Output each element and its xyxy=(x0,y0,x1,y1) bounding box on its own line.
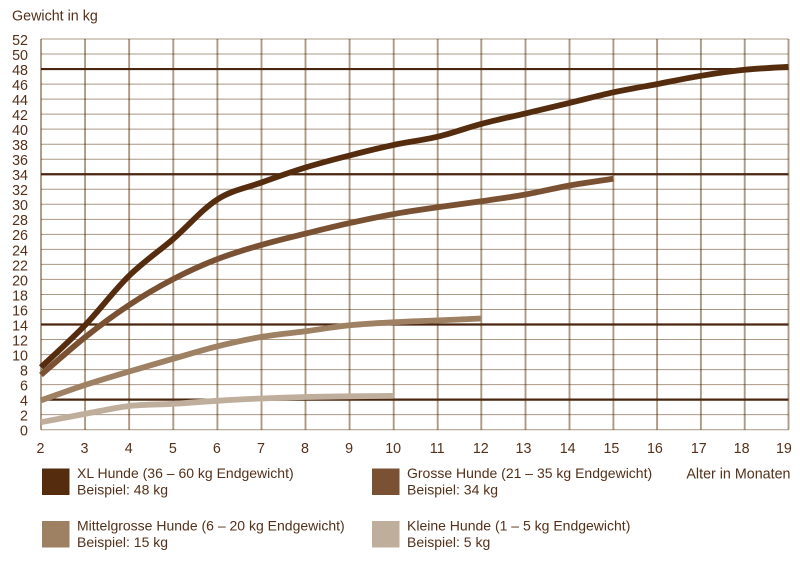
svg-text:Alter in Monaten: Alter in Monaten xyxy=(686,467,790,483)
svg-text:28: 28 xyxy=(12,213,28,229)
svg-text:10: 10 xyxy=(12,349,28,365)
svg-text:14: 14 xyxy=(12,318,28,334)
svg-text:Beispiel: 15 kg: Beispiel: 15 kg xyxy=(77,534,168,550)
svg-text:7: 7 xyxy=(257,441,265,457)
svg-text:0: 0 xyxy=(20,424,28,440)
svg-text:Beispiel: 48 kg: Beispiel: 48 kg xyxy=(77,481,168,497)
svg-text:Beispiel: 5 kg: Beispiel: 5 kg xyxy=(407,534,490,550)
svg-text:38: 38 xyxy=(12,138,28,154)
svg-text:50: 50 xyxy=(12,48,28,64)
svg-text:4: 4 xyxy=(20,394,28,410)
svg-text:13: 13 xyxy=(516,441,532,457)
svg-text:11: 11 xyxy=(430,441,445,457)
svg-text:36: 36 xyxy=(12,153,28,169)
svg-text:46: 46 xyxy=(12,78,28,94)
svg-text:8: 8 xyxy=(20,364,28,380)
svg-text:32: 32 xyxy=(12,183,28,199)
svg-text:6: 6 xyxy=(213,441,221,457)
svg-text:12: 12 xyxy=(473,441,489,457)
svg-text:18: 18 xyxy=(12,288,28,304)
svg-text:5: 5 xyxy=(169,441,177,457)
svg-text:17: 17 xyxy=(691,441,707,457)
svg-text:22: 22 xyxy=(12,258,28,274)
svg-text:20: 20 xyxy=(12,273,28,289)
svg-text:Mittelgrosse Hunde (6 – 20 kg: Mittelgrosse Hunde (6 – 20 kg Endgewicht… xyxy=(77,518,345,534)
svg-text:XL Hunde (36 – 60 kg Endgewich: XL Hunde (36 – 60 kg Endgewicht) xyxy=(77,465,294,481)
svg-text:2: 2 xyxy=(20,409,28,425)
svg-text:34: 34 xyxy=(12,168,28,184)
svg-text:4: 4 xyxy=(125,441,133,457)
svg-text:14: 14 xyxy=(560,441,576,457)
svg-text:Gewicht in kg: Gewicht in kg xyxy=(12,9,98,25)
svg-text:52: 52 xyxy=(12,33,28,49)
svg-text:12: 12 xyxy=(12,333,28,349)
svg-text:Beispiel: 34 kg: Beispiel: 34 kg xyxy=(407,481,498,497)
svg-text:24: 24 xyxy=(12,243,28,259)
svg-text:Grosse Hunde (21 – 35 kg Endge: Grosse Hunde (21 – 35 kg Endgewicht) xyxy=(407,465,652,481)
svg-text:6: 6 xyxy=(20,379,28,395)
svg-text:16: 16 xyxy=(647,441,663,457)
svg-text:19: 19 xyxy=(776,441,792,457)
svg-text:Kleine Hunde (1 – 5 kg Endgewi: Kleine Hunde (1 – 5 kg Endgewicht) xyxy=(407,518,630,534)
svg-text:48: 48 xyxy=(12,63,28,79)
svg-text:26: 26 xyxy=(12,228,28,244)
svg-text:8: 8 xyxy=(301,441,309,457)
svg-text:44: 44 xyxy=(12,93,28,109)
svg-text:18: 18 xyxy=(734,441,750,457)
svg-text:15: 15 xyxy=(603,441,619,457)
svg-text:16: 16 xyxy=(12,303,28,319)
svg-text:3: 3 xyxy=(81,441,89,457)
svg-text:40: 40 xyxy=(12,123,28,139)
svg-text:9: 9 xyxy=(345,441,353,457)
svg-text:10: 10 xyxy=(385,441,401,457)
svg-text:2: 2 xyxy=(37,441,45,457)
svg-text:42: 42 xyxy=(12,108,28,124)
svg-text:30: 30 xyxy=(12,198,28,214)
